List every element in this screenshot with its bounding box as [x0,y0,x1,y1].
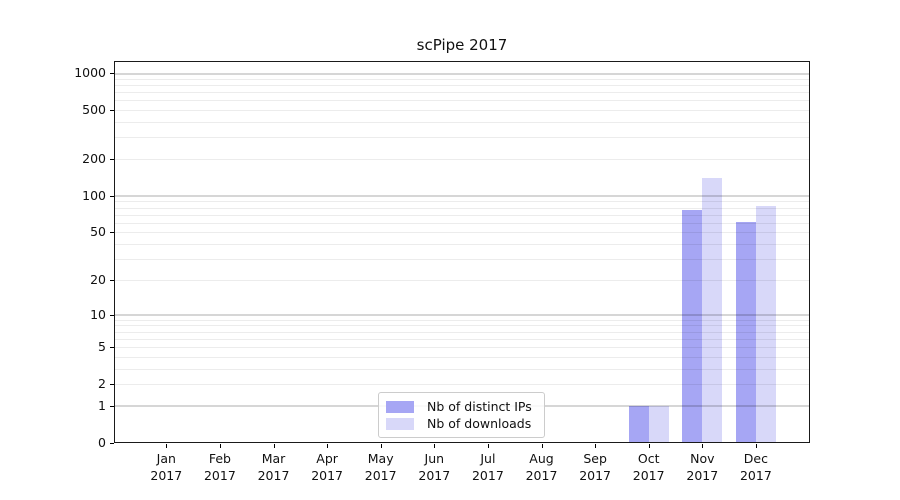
y-tick [110,158,114,160]
x-tick [219,444,221,448]
x-tick [755,444,757,448]
y-tick-label: 500 [82,102,106,117]
y-gridline-minor [114,347,810,348]
y-tick [110,232,114,234]
x-tick-label: Mar 2017 [257,451,290,483]
y-tick-label: 2 [98,376,106,392]
x-tick [487,444,489,448]
y-gridline-minor [114,356,810,358]
y-gridline-minor [114,214,810,216]
x-tick [541,444,543,448]
legend: Nb of distinct IPs Nb of downloads [378,392,545,438]
y-tick-label: 50 [90,224,106,240]
y-tick [110,279,114,281]
y-tick [110,347,114,348]
y-gridline-minor [114,279,810,281]
y-gridline-minor [114,368,810,370]
bar-downloads [702,177,723,443]
y-gridline-minor [114,201,810,203]
x-tick [380,444,382,448]
y-gridline-minor [114,207,810,209]
y-gridline-minor [114,259,810,261]
bar-distinct-ips [682,209,703,443]
x-tick-label: Jun 2017 [418,451,451,483]
x-tick [648,444,650,448]
y-gridline-minor [114,338,810,340]
x-tick-label: May 2017 [364,451,397,483]
x-tick [327,444,329,448]
y-tick [110,384,114,386]
x-tick [595,444,597,448]
x-tick-label: Sep 2017 [579,451,611,483]
y-tick [110,314,114,316]
y-tick-label: 5 [98,339,106,354]
bar-distinct-ips [735,221,756,443]
y-gridline-minor [114,137,810,139]
y-tick-label: 20 [90,271,106,287]
legend-swatch-downloads [386,417,414,430]
x-tick [273,444,275,448]
y-gridline-minor [114,331,810,333]
bar-distinct-ips [628,405,649,443]
plot-area: 0 1 2 5 10 20 50 100 200 500 1000 Jan 2017 Feb 2017 Mar… [74,61,810,483]
legend-row-downloads: Nb of downloads [386,415,536,432]
x-tick [702,444,704,448]
bar-downloads [755,205,776,443]
y-gridline-minor [114,232,810,234]
x-tick-label: Nov 2017 [686,451,719,483]
y-tick [110,110,114,111]
y-gridline-minor [114,384,810,386]
x-tick-label: Oct 2017 [632,451,665,483]
y-gridline-minor [114,92,810,93]
y-tick-label: 200 [82,150,106,166]
y-gridline-major [114,314,810,317]
legend-label-downloads: Nb of downloads [427,416,532,431]
y-tick-label: 1 [98,397,106,413]
y-gridline-minor [114,158,810,160]
y-gridline-minor [114,222,810,224]
x-tick-label: Jul 2017 [471,451,504,483]
legend-label-distinct-ips: Nb of distinct IPs [427,399,532,414]
x-tick-label: Aug 2017 [525,451,558,483]
y-gridline-minor [114,319,810,321]
y-tick [110,73,114,74]
y-gridline-minor [114,110,810,111]
y-tick-label: 100 [82,187,106,203]
y-tick [110,405,114,407]
x-tick [166,444,168,448]
y-gridline-major [114,72,810,75]
x-tick-label: Jan 2017 [150,451,183,483]
x-tick [434,444,436,448]
bar-downloads [648,405,669,443]
y-tick-label: 1000 [74,65,106,80]
legend-swatch-distinct-ips [386,400,414,413]
legend-row-distinct-ips: Nb of distinct IPs [386,398,536,415]
x-tick-label: Feb 2017 [203,451,236,483]
y-gridline-minor [114,244,810,246]
x-tick-label: Dec 2017 [739,451,772,483]
y-gridline-minor [114,100,810,102]
chart-title: scPipe 2017 [416,36,508,54]
y-tick-label: 0 [98,435,106,450]
y-tick [110,443,114,444]
y-gridline-major [114,195,810,198]
y-gridline-minor [114,78,810,80]
y-tick [110,195,114,197]
y-gridline-minor [114,122,810,123]
y-tick-label: 10 [90,306,106,322]
y-gridline-minor [114,325,810,327]
y-gridline-minor [114,84,810,86]
x-tick-label: Apr 2017 [311,451,343,483]
